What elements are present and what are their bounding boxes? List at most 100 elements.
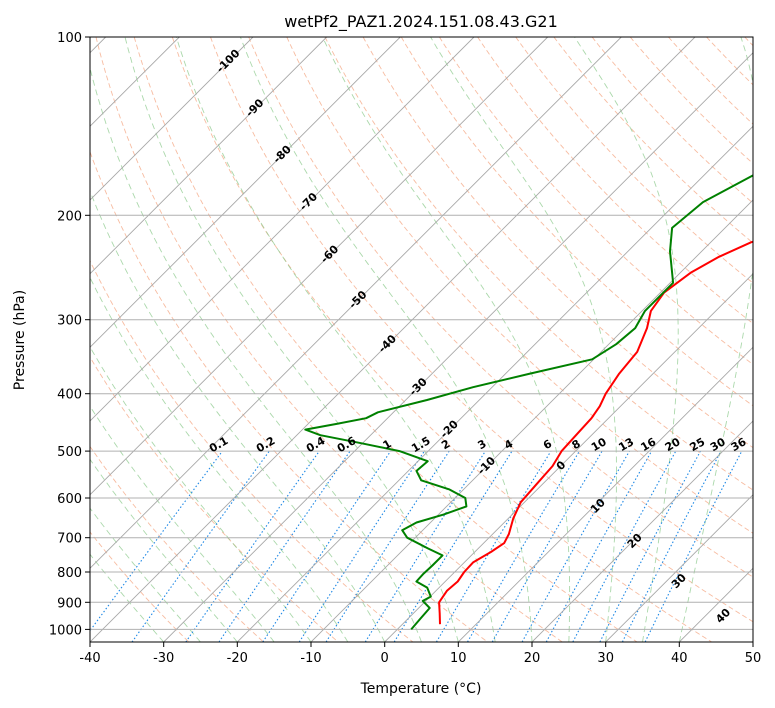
dry-adiabat-line — [90, 445, 264, 642]
mixing-ratio-label: 0.6 — [335, 434, 359, 455]
y-tick-label: 400 — [57, 388, 82, 403]
x-tick-label: -20 — [227, 651, 248, 666]
isotherm-label: -10 — [475, 454, 498, 477]
mixing-ratio-label: 3 — [475, 437, 488, 452]
x-tick-label: -30 — [153, 651, 174, 666]
moist-adiabat-line — [90, 405, 275, 642]
x-tick-label: -10 — [300, 651, 321, 666]
mixing-ratio-line — [435, 450, 552, 642]
isotherm-label: -90 — [243, 96, 266, 119]
mixing-ratio-label: 2 — [439, 437, 452, 452]
dry-adiabat-line — [324, 37, 753, 491]
moist-adiabat-line — [322, 37, 571, 642]
dry-adiabat-line — [90, 259, 414, 642]
moist-adiabat-line — [239, 37, 533, 642]
chart-title: wetPf2_PAZ1.2024.151.08.43.G21 — [284, 12, 558, 32]
isotherm-line — [678, 567, 753, 642]
mixing-ratio-label: 1.5 — [409, 434, 432, 455]
dry-adiabat-label: 40 — [713, 606, 733, 626]
moist-adiabat-line — [175, 37, 496, 642]
isotherm-label: -40 — [376, 332, 399, 355]
y-tick-label: 700 — [57, 532, 82, 547]
dry-adiabat-line — [133, 37, 638, 642]
isotherm-line — [605, 494, 753, 642]
dry-adiabat-line — [90, 356, 339, 642]
mixing-ratio-line — [467, 450, 580, 642]
y-axis-label: Pressure (hPa) — [12, 290, 28, 390]
mixing-ratio-line — [644, 450, 743, 642]
mixing-ratio-line — [393, 450, 513, 642]
isotherm-label: -100 — [214, 47, 243, 76]
y-tick-label: 800 — [57, 566, 82, 581]
x-tick-label: 20 — [524, 651, 541, 666]
mixing-ratio-line — [599, 450, 701, 642]
moist-adiabat-line — [90, 458, 238, 642]
isotherm-line — [90, 37, 254, 201]
y-tick-label: 500 — [57, 445, 82, 460]
isotherm-line — [457, 346, 753, 642]
dry-adiabat-line — [90, 531, 190, 642]
isotherm-label: -20 — [438, 417, 461, 440]
isotherm-line — [90, 37, 549, 496]
moist-adiabat-line — [574, 37, 679, 642]
x-tick-label: 0 — [381, 651, 389, 666]
dry-adiabat-line — [90, 150, 488, 642]
isotherm-label: -30 — [407, 375, 430, 398]
dry-adiabat-line — [286, 37, 753, 534]
isotherm-line — [90, 37, 401, 348]
dry-adiabat-line — [95, 37, 563, 642]
y-tick-label: 300 — [57, 314, 82, 329]
y-tick-label: 600 — [57, 492, 82, 507]
moist-adiabat-line — [90, 276, 349, 642]
dry-adiabat-line — [439, 37, 753, 365]
mixing-ratio-line — [521, 450, 630, 642]
x-tick-label: 30 — [597, 651, 614, 666]
moist-adiabat-line — [678, 37, 753, 642]
moist-adiabat-line — [90, 507, 201, 642]
dry-adiabat-line — [248, 37, 753, 578]
isotherm-line — [90, 37, 328, 275]
x-tick-label: -40 — [79, 651, 100, 666]
mixing-ratio-label: 8 — [570, 437, 583, 452]
dry-adiabat-line — [553, 37, 753, 244]
mixing-ratio-line — [90, 450, 223, 632]
dry-adiabat-line — [668, 37, 753, 125]
isotherm-line — [90, 37, 622, 569]
y-tick-label: 900 — [57, 596, 82, 611]
dry-adiabat-line — [706, 37, 753, 86]
mixing-ratio-line — [325, 450, 450, 642]
isotherm-line — [90, 37, 475, 422]
dry-adiabat-label: 20 — [625, 531, 645, 551]
moist-adiabat-line — [90, 345, 312, 642]
grid-lines — [90, 37, 753, 642]
isotherm-line — [163, 52, 753, 642]
dry-adiabat-line — [629, 37, 753, 165]
dry-adiabat-label: 10 — [588, 496, 608, 516]
isotherm-line — [90, 37, 696, 642]
x-tick-label: 50 — [745, 651, 762, 666]
temperature-profile-line — [438, 240, 753, 625]
mixing-ratio-label: 0.4 — [304, 434, 328, 455]
dry-adiabat-line — [515, 37, 753, 284]
x-tick-label: 40 — [671, 651, 688, 666]
mixing-ratio-line — [218, 450, 351, 642]
isotherm-line — [531, 420, 753, 642]
mixing-ratio-line — [621, 450, 722, 642]
mixing-ratio-label: 0.1 — [207, 434, 230, 455]
isotherm-label: -60 — [318, 242, 341, 265]
isotherm-label: -70 — [297, 190, 320, 213]
y-tick-label: 200 — [57, 209, 82, 224]
moist-adiabat-line — [90, 553, 165, 642]
background-line-labels: -100-90-80-70-60-50-40-30-20-100.1 0.2 0.4… — [207, 47, 749, 626]
series-layer — [304, 174, 753, 631]
moist-adiabat-line — [90, 190, 386, 642]
mixing-ratio-line — [262, 450, 392, 642]
axes: -40 -30 -20 -10 0 10 20 30 40 5010020030040050060… — [49, 31, 761, 666]
isotherm-line — [384, 273, 753, 642]
dry-adiabat-line — [591, 37, 753, 204]
x-tick-label: 10 — [450, 651, 467, 666]
dry-adiabat-line — [744, 37, 753, 47]
plot-frame — [89, 36, 754, 643]
mixing-ratio-label: 6 — [541, 437, 554, 452]
